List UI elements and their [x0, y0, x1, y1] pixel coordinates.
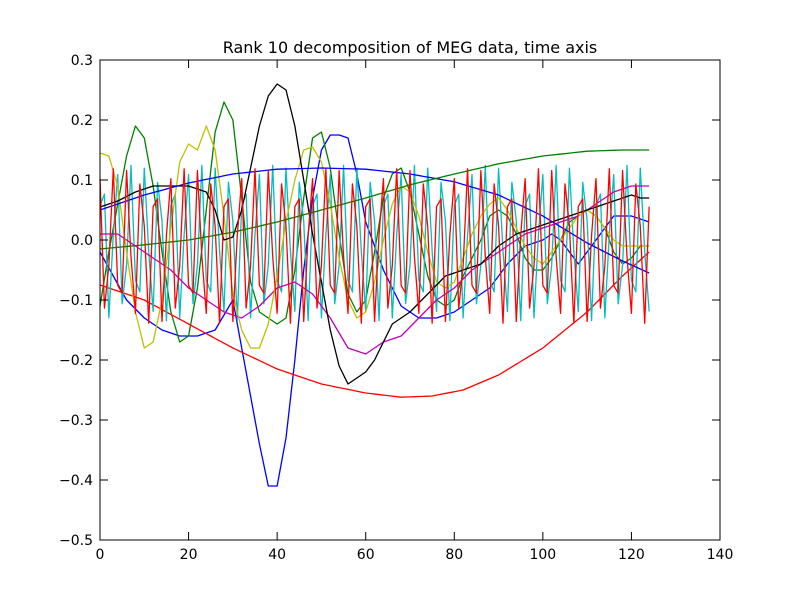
x-tick-label: 40: [268, 547, 286, 563]
y-tick-label: −0.2: [59, 353, 93, 369]
y-tick-label: 0.2: [71, 113, 93, 129]
y-tick-label: 0.0: [71, 233, 93, 249]
x-tick-label: 20: [180, 547, 198, 563]
y-tick-label: −0.4: [59, 473, 93, 489]
x-tick-label: 100: [529, 547, 556, 563]
series-line-7: [99, 83, 650, 385]
y-tick-label: −0.3: [59, 413, 93, 429]
x-tick-labels: 0 20 40 60 80 100 120 140: [96, 547, 734, 563]
series-line-10: [99, 168, 650, 324]
series-group: [99, 83, 650, 487]
axes-frame: [99, 59, 721, 541]
y-tick-label: 0.3: [71, 53, 93, 69]
x-tick-label: 60: [357, 547, 375, 563]
series-line-8: [99, 167, 650, 274]
x-tick-label: 140: [707, 547, 734, 563]
y-tick-label: 0.1: [71, 173, 93, 189]
y-tick-labels: −0.5 −0.4 −0.3 −0.2 −0.1 0.0 0.1 0.2 0.3: [59, 53, 93, 549]
y-tick-label: −0.5: [59, 533, 93, 549]
series-line-3: [99, 251, 650, 398]
chart-title: Rank 10 decomposition of MEG data, time …: [223, 38, 598, 57]
y-tick-label: −0.1: [59, 293, 93, 309]
x-tick-label: 80: [445, 547, 463, 563]
series-line-4: [99, 164, 650, 322]
series-line-2: [99, 101, 650, 343]
series-line-6: [99, 125, 650, 349]
x-tick-label: 0: [96, 547, 105, 563]
series-line-1: [99, 134, 650, 487]
x-tick-label: 120: [618, 547, 645, 563]
series-line-9: [99, 149, 650, 250]
